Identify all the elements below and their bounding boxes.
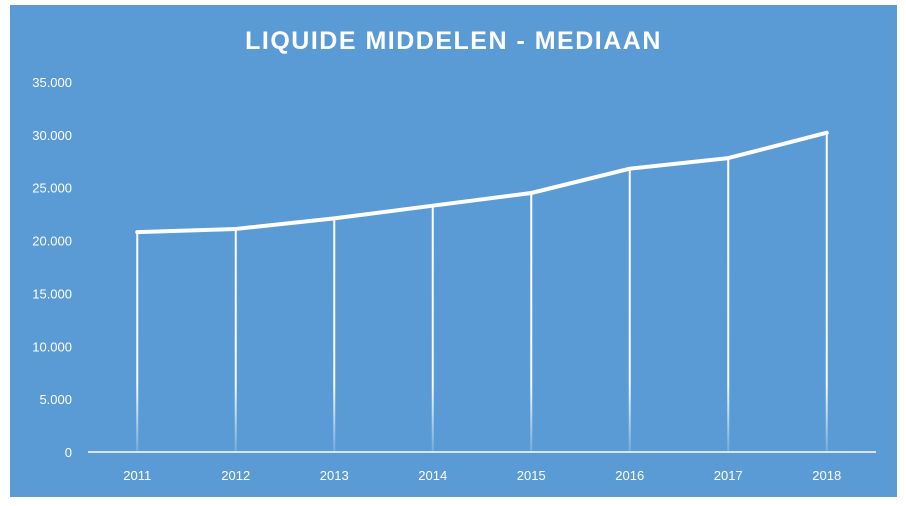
x-tick-label: 2011 [123, 468, 151, 483]
y-tick-label: 0 [65, 445, 72, 460]
x-tick-label: 2015 [517, 468, 546, 483]
x-tick-label: 2013 [320, 468, 349, 483]
x-tick-label: 2012 [221, 468, 250, 483]
x-tick-label: 2014 [418, 468, 447, 483]
chart-title: LIQUIDE MIDDELEN - MEDIAAN [245, 27, 662, 55]
y-tick-label: 15.000 [32, 286, 72, 301]
y-axis-labels: 0 5.000 10.000 15.000 20.000 25.000 30.000 35.0… [32, 75, 72, 460]
x-tick-label: 2018 [812, 468, 841, 483]
line-chart: 0 5.000 10.000 15.000 20.000 25.000 30.000 35.0… [32, 75, 876, 483]
y-tick-label: 35.000 [32, 75, 72, 90]
y-tick-label: 10.000 [32, 339, 72, 354]
x-axis-labels: 2011 2012 2013 2014 2015 2016 2017 2018 [123, 468, 841, 483]
chart-area: LIQUIDE MIDDELEN - MEDIAAN 0 5.000 10.000 1… [10, 5, 897, 497]
y-tick-label: 30.000 [32, 128, 72, 143]
series-line [135, 130, 829, 235]
x-tick-label: 2016 [615, 468, 644, 483]
y-tick-label: 5.000 [39, 392, 72, 407]
y-tick-label: 20.000 [32, 234, 72, 249]
y-tick-label: 25.000 [32, 181, 72, 196]
drop-lines [136, 132, 828, 452]
x-tick-label: 2017 [714, 468, 743, 483]
